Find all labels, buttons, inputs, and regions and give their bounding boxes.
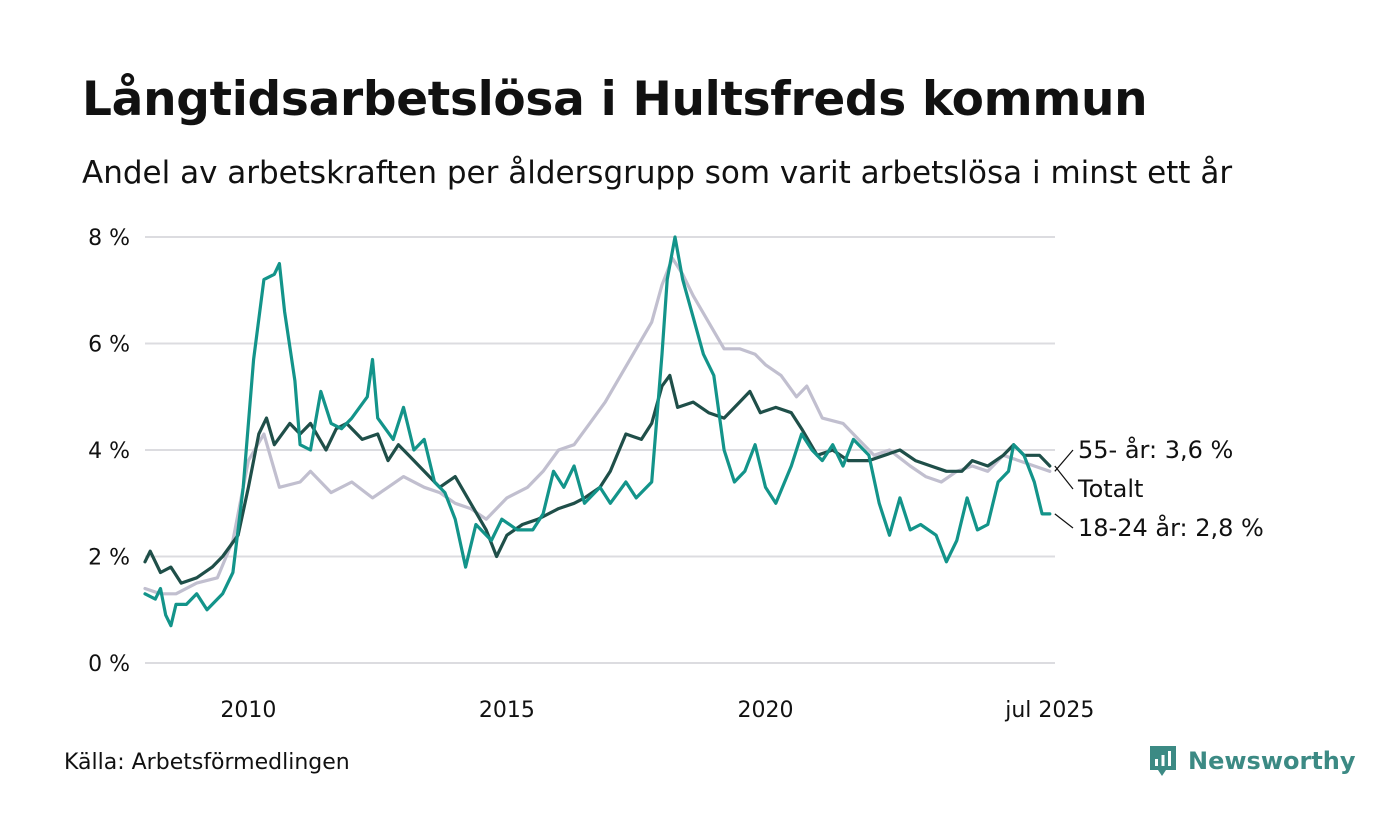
x-tick-label: 2015 [479,698,535,723]
source-note: Källa: Arbetsförmedlingen [64,750,350,775]
grid-layer: 0 % 2 % 4 % 6 % 8 % 2010 2015 2020 jul 2025 [88,226,1094,723]
y-tick-label: 2 % [88,546,130,571]
x-tick-label: 2020 [737,698,793,723]
label-layer: 55- år: 3,6 % Totalt 18-24 år: 2,8 % [1054,435,1264,542]
y-tick-label: 0 % [88,652,130,677]
series-line-elder [143,256,1052,596]
y-tick-label: 6 % [88,333,130,358]
x-tick-label: jul 2025 [1004,698,1094,723]
series-layer [143,235,1052,628]
end-label-total: Totalt [1077,475,1143,503]
leader-line-elder [1054,449,1074,472]
chart-title: Långtidsarbetslösa i Hultsfreds kommun [82,72,1148,127]
leader-line-young [1054,513,1074,529]
x-tick-label: 2010 [220,698,276,723]
newsworthy-logo-icon [1150,746,1176,776]
brand-name: Newsworthy [1188,747,1356,775]
end-label-elder: 55- år: 3,6 % [1078,435,1233,464]
series-line-total [143,373,1052,585]
brand-logo: Newsworthy [1148,744,1356,778]
leader-line-total [1054,465,1074,490]
y-tick-label: 4 % [88,439,130,464]
y-tick-label: 8 % [88,226,130,251]
chart-subtitle: Andel av arbetskraften per åldersgrupp s… [82,155,1233,191]
end-label-young: 18-24 år: 2,8 % [1078,513,1264,542]
series-line-young [143,235,1052,628]
